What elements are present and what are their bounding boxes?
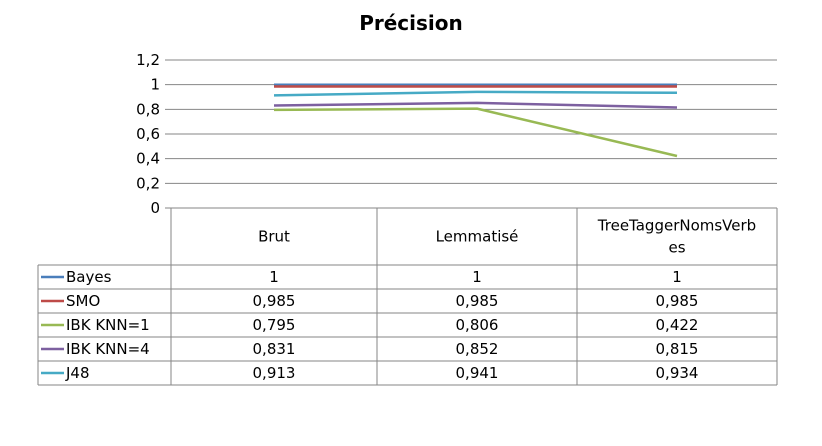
y-tick-label: 1 bbox=[150, 76, 160, 94]
data-label: 0,985 bbox=[656, 292, 699, 310]
data-label: 0,913 bbox=[253, 364, 296, 382]
data-label: 0,806 bbox=[456, 316, 499, 334]
data-label: 0,934 bbox=[656, 364, 699, 382]
y-tick-label: 0,6 bbox=[136, 125, 160, 143]
y-tick-label: 0 bbox=[150, 199, 160, 217]
series-line bbox=[273, 101, 678, 109]
category-header: Lemmatisé bbox=[436, 228, 519, 246]
series-name: SMO bbox=[66, 292, 100, 310]
category-header: es bbox=[668, 239, 685, 257]
series-name: IBK KNN=4 bbox=[66, 340, 150, 358]
category-header: TreeTaggerNomsVerb bbox=[597, 217, 756, 235]
series-lines bbox=[273, 83, 678, 158]
series-name: IBK KNN=1 bbox=[66, 316, 150, 334]
series-line bbox=[273, 90, 678, 97]
y-tick-label: 0,4 bbox=[136, 150, 160, 168]
data-label: 0,815 bbox=[656, 340, 699, 358]
series-name: J48 bbox=[65, 364, 90, 382]
y-tick-label: 0,2 bbox=[136, 174, 160, 192]
data-label: 0,985 bbox=[253, 292, 296, 310]
y-tick-label: 1,2 bbox=[136, 51, 160, 69]
data-label: 0,941 bbox=[456, 364, 499, 382]
category-header: Brut bbox=[258, 228, 290, 246]
data-label: 1 bbox=[472, 268, 482, 286]
data-label: 1 bbox=[269, 268, 279, 286]
y-axis-ticks: 0 0,2 0,4 0,6 0,8 1 1,2 bbox=[136, 51, 160, 217]
data-label: 0,852 bbox=[456, 340, 499, 358]
data-label: 1 bbox=[672, 268, 682, 286]
data-label: 0,985 bbox=[456, 292, 499, 310]
data-table: Brut Lemmatisé TreeTaggerNomsVerb es Bayes 1 1… bbox=[37, 208, 778, 386]
data-label: 0,422 bbox=[656, 316, 699, 334]
chart-title: Précision bbox=[359, 11, 463, 35]
data-label: 0,831 bbox=[253, 340, 296, 358]
data-label: 0,795 bbox=[253, 316, 296, 334]
series-line bbox=[273, 107, 678, 158]
gridlines bbox=[165, 59, 777, 209]
series-name: Bayes bbox=[66, 268, 112, 286]
y-tick-label: 0,8 bbox=[136, 100, 160, 118]
